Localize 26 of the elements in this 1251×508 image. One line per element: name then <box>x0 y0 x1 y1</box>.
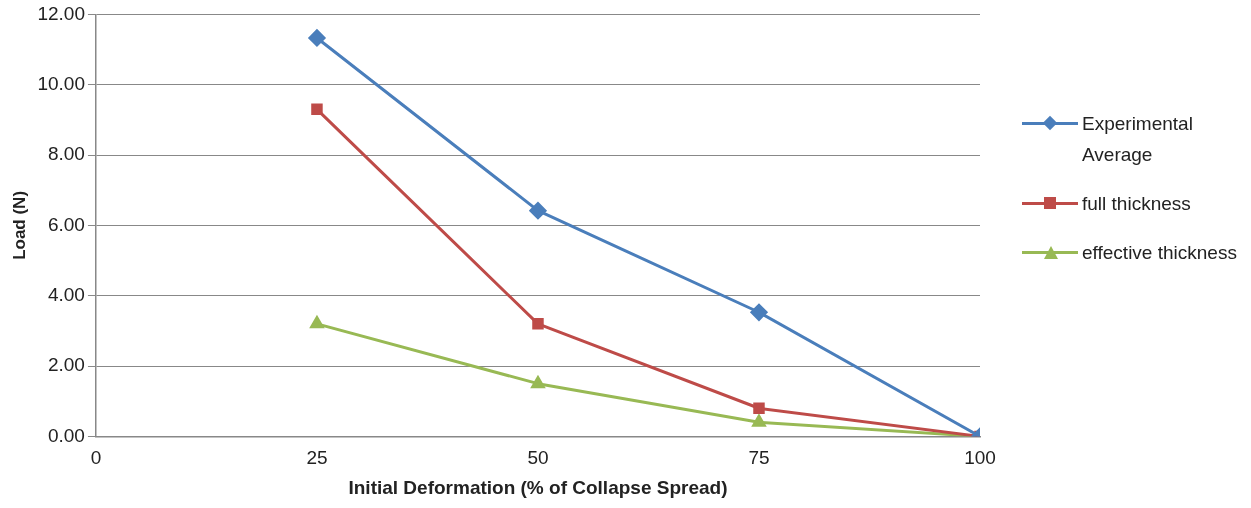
y-tick-label: 4.00 <box>47 283 85 305</box>
y-axis-title: Load (N) <box>9 190 29 260</box>
point <box>752 414 766 427</box>
point <box>750 303 768 321</box>
point <box>753 402 765 415</box>
legend-label: effective thickness <box>1082 241 1237 265</box>
legend-label: Experimental Average <box>1082 112 1194 167</box>
point <box>310 316 324 329</box>
point <box>531 376 545 389</box>
y-tick-label: 2.00 <box>47 354 85 376</box>
point <box>532 318 544 330</box>
y-tick-label: 0.00 <box>47 424 85 446</box>
y-tick-label: 12.00 <box>37 2 85 24</box>
legend-label: full thickness <box>1082 192 1191 216</box>
x-tick-label: 25 <box>306 447 328 469</box>
y-tick-label: 10.00 <box>37 72 85 94</box>
x-tick-label: 75 <box>748 447 770 469</box>
x-tick-label: 0 <box>90 447 102 469</box>
x-axis-title: Initial Deformation (% of Collapse Spread) <box>348 476 728 498</box>
x-tick-label: 50 <box>527 447 549 469</box>
point <box>311 103 323 116</box>
x-tick-label: 100 <box>964 447 996 469</box>
y-tick-label: 6.00 <box>47 213 85 235</box>
point <box>308 29 326 47</box>
point <box>529 202 547 220</box>
y-tick-label: 8.00 <box>47 143 85 165</box>
